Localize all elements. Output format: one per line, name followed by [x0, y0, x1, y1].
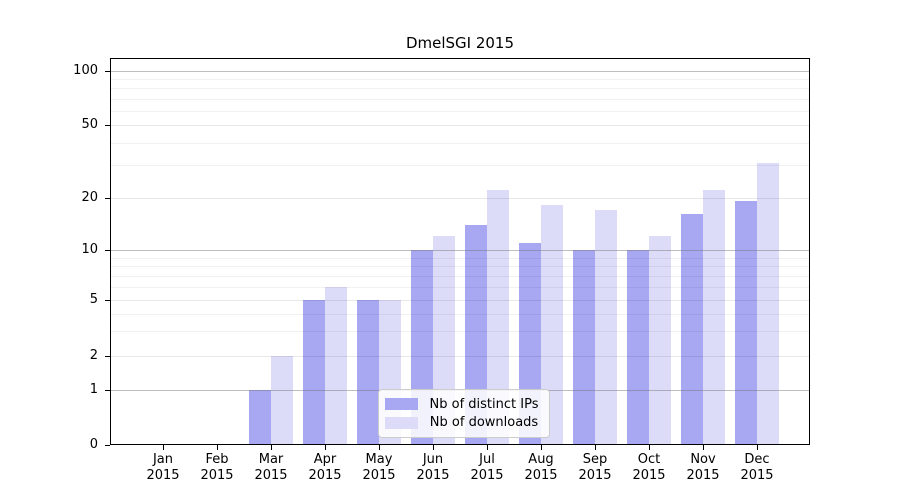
gridline-y-90 — [110, 79, 810, 81]
legend-row-0: Nb of distinct IPs — [385, 395, 541, 414]
gridline-y-80 — [110, 88, 810, 90]
legend-row-1: Nb of downloads — [385, 414, 541, 433]
gridline-y-30 — [110, 165, 810, 167]
x-tick-mark-may — [379, 445, 380, 450]
bar-nb-of-downloads-mar — [271, 356, 293, 445]
legend-swatch-0 — [385, 398, 418, 411]
bar-nb-of-downloads-dec — [757, 162, 779, 445]
bar-nb-of-distinct-ips-mar — [249, 390, 271, 445]
x-tick-mark-sep — [595, 445, 596, 450]
x-tick-mark-jul — [487, 445, 488, 450]
y-tick-label-1: 1 — [89, 382, 98, 397]
x-tick-label-mar: Mar 2015 — [254, 452, 288, 483]
bar-nb-of-downloads-sep — [595, 209, 617, 445]
y-tick-label-2: 2 — [89, 348, 98, 363]
y-tick-mark-50 — [105, 125, 110, 126]
x-tick-mark-jan — [163, 445, 164, 450]
x-tick-mark-apr — [325, 445, 326, 450]
x-tick-mark-nov — [703, 445, 704, 450]
bar-nb-of-downloads-apr — [325, 286, 347, 445]
y-tick-mark-5 — [105, 300, 110, 301]
y-tick-label-0: 0 — [89, 437, 98, 452]
y-tick-mark-2 — [105, 356, 110, 357]
x-tick-mark-feb — [217, 445, 218, 450]
gridline-y-70 — [110, 98, 810, 100]
bar-nb-of-distinct-ips-nov — [681, 214, 703, 445]
bar-nb-of-downloads-aug — [541, 205, 563, 445]
gridline-y-60 — [110, 110, 810, 112]
bar-nb-of-downloads-nov — [703, 189, 725, 445]
y-tick-mark-20 — [105, 197, 110, 199]
y-tick-label-50: 50 — [81, 117, 98, 132]
gridline-y-50 — [110, 125, 810, 126]
x-tick-label-feb: Feb 2015 — [200, 452, 234, 483]
y-tick-mark-100 — [105, 71, 110, 72]
x-tick-mark-jun — [433, 445, 434, 450]
legend-label-0: Nb of distinct IPs — [429, 396, 539, 412]
y-tick-mark-0 — [105, 445, 110, 446]
x-tick-label-may: May 2015 — [362, 452, 396, 483]
y-tick-label-5: 5 — [89, 292, 98, 307]
y-tick-mark-1 — [105, 390, 110, 391]
x-tick-label-jul: Jul 2015 — [470, 452, 504, 483]
y-tick-label-100: 100 — [73, 63, 98, 78]
x-tick-mark-aug — [541, 445, 542, 450]
bar-nb-of-downloads-jul — [487, 189, 509, 445]
legend-swatch-1 — [385, 416, 418, 429]
gridline-y-100 — [110, 71, 810, 72]
gridline-y-40 — [110, 142, 810, 144]
x-tick-label-aug: Aug 2015 — [524, 452, 558, 483]
y-tick-mark-10 — [105, 250, 110, 251]
plot-area: Nb of distinct IPs Nb of downloads — [110, 58, 810, 445]
x-tick-label-nov: Nov 2015 — [686, 452, 720, 483]
x-tick-mark-mar — [271, 445, 272, 450]
bar-nb-of-downloads-oct — [649, 236, 671, 445]
y-tick-label-10: 10 — [81, 242, 98, 257]
x-tick-label-sep: Sep 2015 — [578, 452, 612, 483]
y-tick-label-20: 20 — [81, 189, 98, 205]
bar-nb-of-distinct-ips-oct — [627, 250, 649, 445]
bar-nb-of-distinct-ips-dec — [735, 201, 757, 445]
x-tick-label-oct: Oct 2015 — [632, 452, 666, 483]
legend-label-1: Nb of downloads — [429, 415, 539, 431]
chart-title: DmelSGI 2015 — [405, 34, 515, 52]
x-tick-label-jun: Jun 2015 — [416, 452, 450, 483]
x-tick-label-dec: Dec 2015 — [740, 452, 774, 483]
bar-nb-of-distinct-ips-apr — [303, 300, 325, 445]
x-tick-mark-dec — [757, 445, 758, 450]
x-tick-label-apr: Apr 2015 — [308, 452, 342, 483]
legend: Nb of distinct IPs Nb of downloads — [378, 389, 550, 438]
x-tick-mark-oct — [649, 445, 650, 450]
x-tick-label-jan: Jan 2015 — [146, 452, 180, 483]
bar-nb-of-distinct-ips-sep — [573, 250, 595, 445]
bar-nb-of-distinct-ips-may — [357, 300, 379, 445]
